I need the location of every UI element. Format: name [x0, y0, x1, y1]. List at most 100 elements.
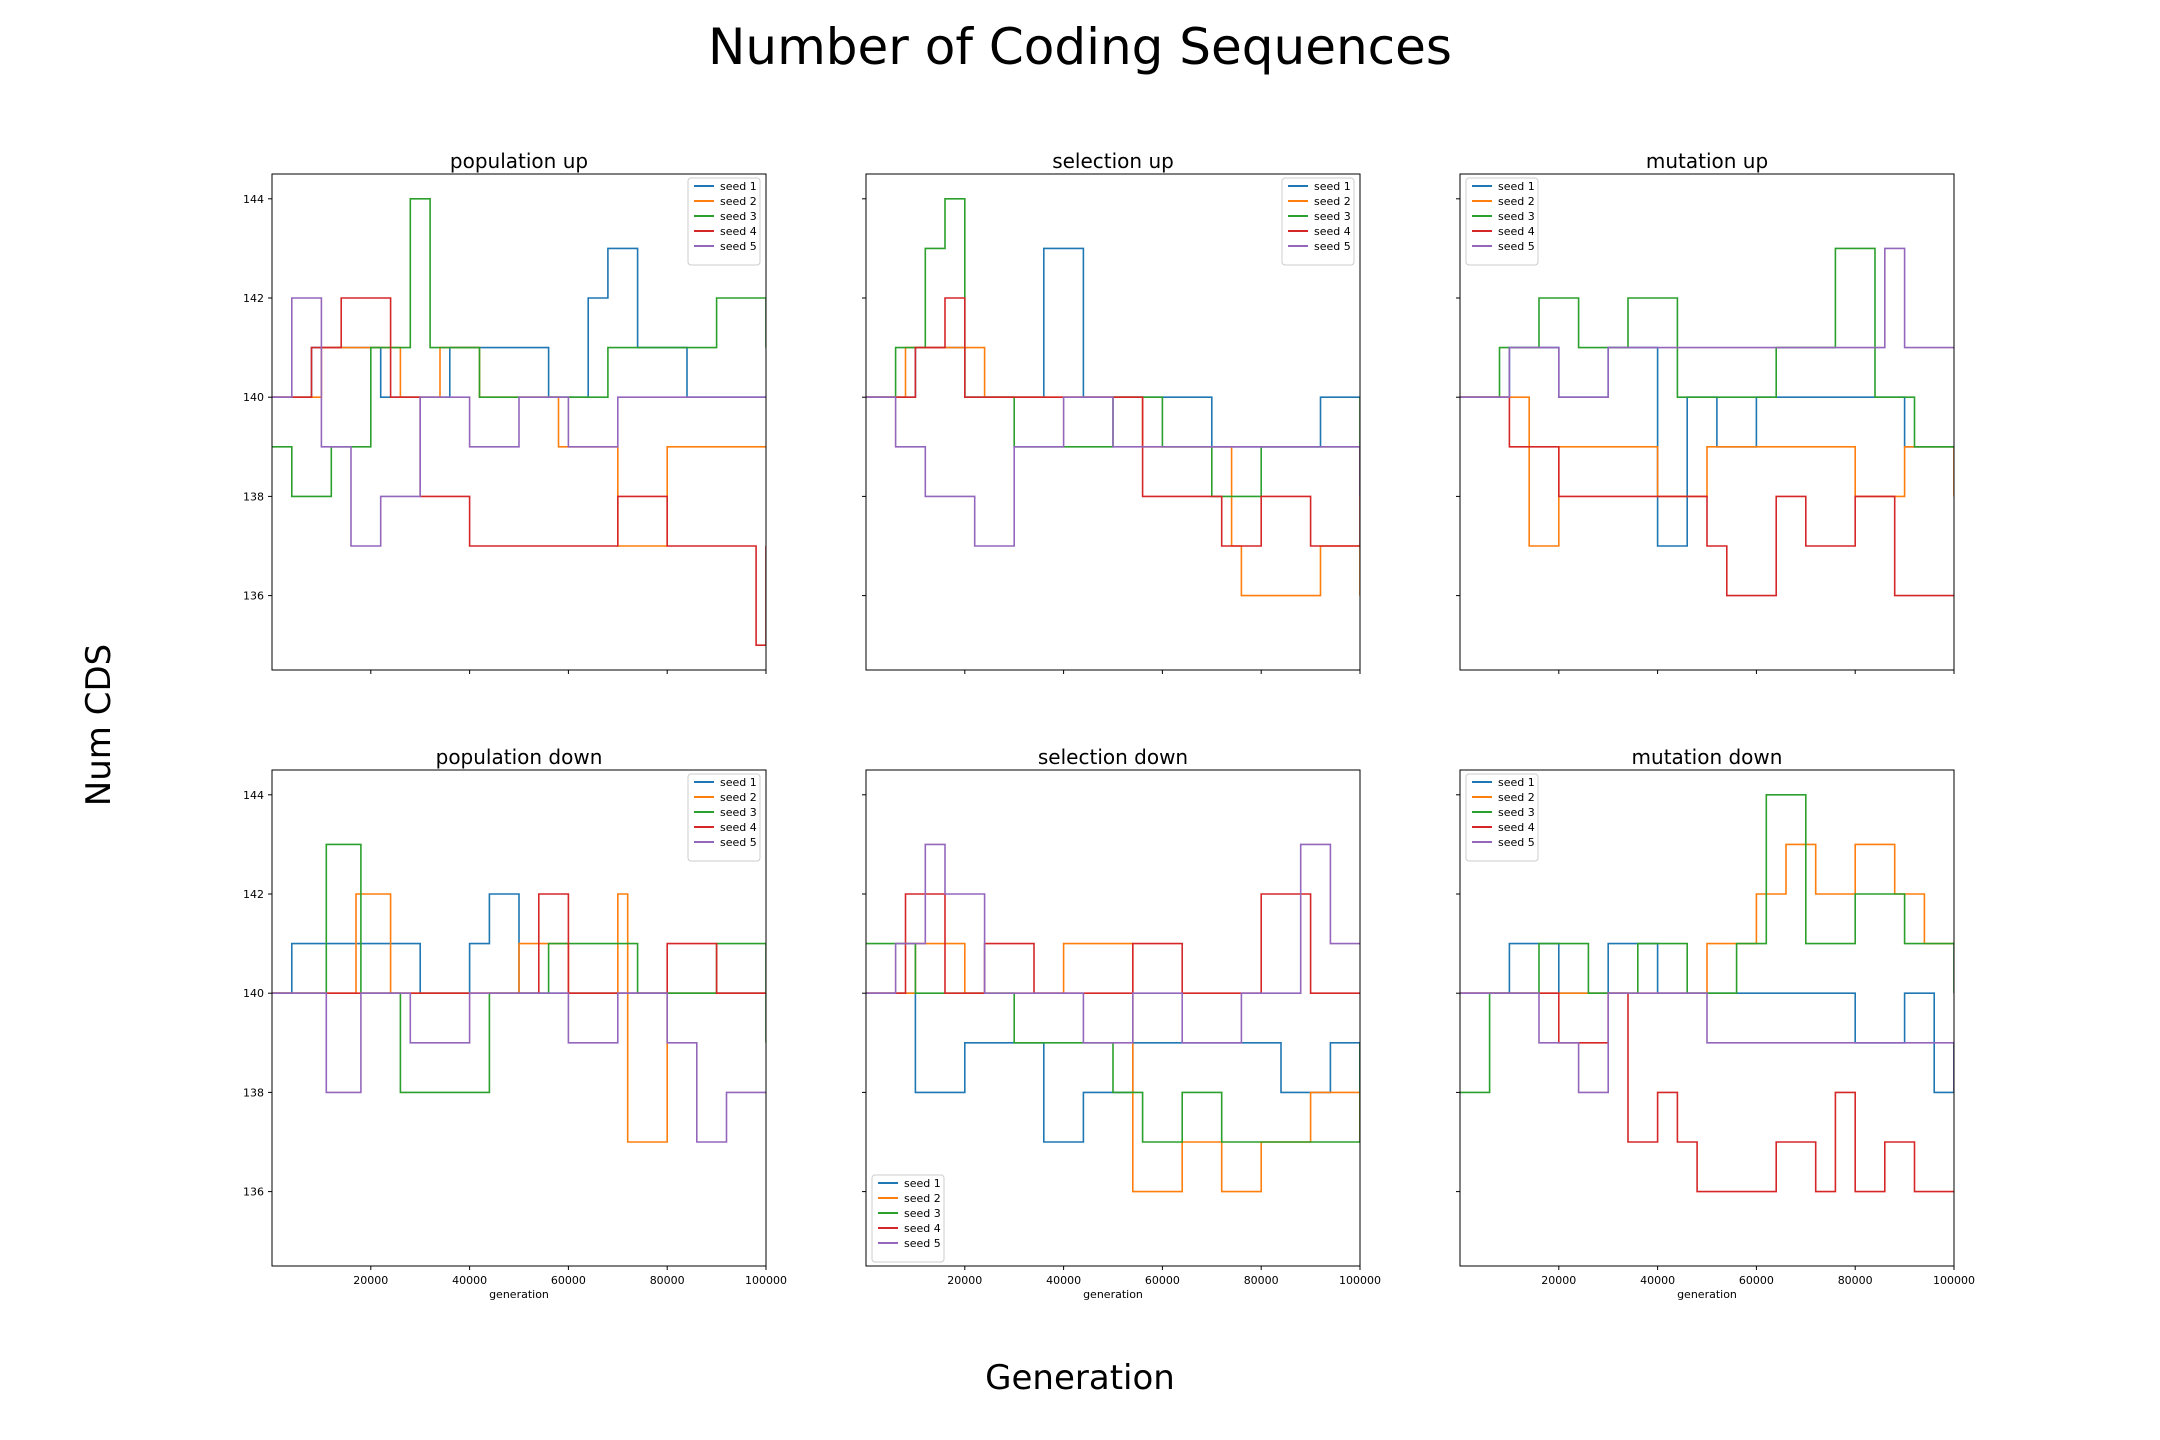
- series-line-seed-3: [1460, 794, 1954, 1094]
- legend-entry: seed 4: [720, 821, 757, 834]
- x-tick-label: 80000: [1244, 1274, 1279, 1287]
- legend-entry: seed 3: [1498, 806, 1535, 819]
- axes-frame: [1459, 769, 1955, 1267]
- legend-entry: seed 1: [1498, 776, 1535, 789]
- series-line-seed-4: [1460, 396, 1954, 597]
- legend-entry: seed 2: [720, 195, 757, 208]
- x-axis-label: generation: [1677, 1288, 1737, 1301]
- legend-entry: seed 2: [1498, 791, 1535, 804]
- x-tick-label: 40000: [1640, 1274, 1675, 1287]
- x-axis-label: generation: [489, 1288, 549, 1301]
- legend-entry: seed 4: [720, 225, 757, 238]
- x-tick-label: 100000: [1339, 1274, 1381, 1287]
- x-tick-label: 60000: [1739, 1274, 1774, 1287]
- legend-box: [1465, 177, 1539, 266]
- legend-entry: seed 3: [720, 210, 757, 223]
- series-line-seed-5: [272, 992, 766, 1143]
- series-line-seed-5: [1460, 992, 1954, 1094]
- series-line-seed-5: [866, 843, 1360, 1044]
- series-line-seed-2: [1460, 843, 1954, 994]
- subplot-title: selection down: [1038, 745, 1188, 769]
- y-tick-label: 142: [243, 292, 264, 305]
- legend-entry: seed 2: [1498, 195, 1535, 208]
- x-tick-label: 40000: [1046, 1274, 1081, 1287]
- legend-entry: seed 1: [720, 776, 757, 789]
- series-line-seed-5: [272, 297, 766, 547]
- legend-entry: seed 2: [904, 1192, 941, 1205]
- series-line-seed-3: [272, 198, 766, 498]
- legend-entry: seed 5: [1498, 836, 1535, 849]
- legend: seed 1 seed 2 seed 3 seed 4 seed 5: [687, 177, 761, 266]
- legend-entry: seed 4: [1498, 225, 1535, 238]
- x-tick-label: 20000: [947, 1274, 982, 1287]
- legend-entry: seed 1: [1314, 180, 1351, 193]
- legend-box: [871, 1174, 945, 1263]
- axes-frame: [271, 769, 767, 1267]
- y-tick-label: 138: [243, 1086, 264, 1099]
- legend-entry: seed 2: [1314, 195, 1351, 208]
- x-tick-label: 20000: [353, 1274, 388, 1287]
- legend-entry: seed 3: [904, 1207, 941, 1220]
- legend-entry: seed 5: [720, 240, 757, 253]
- subplot-population-up: 136 138 140 142 144 population up seed 1 seed 2…: [243, 149, 767, 674]
- axes-frame: [1459, 173, 1955, 671]
- subplot-population-down: 136 138 140 142 144 20000 40000 60000 80000 10000…: [243, 745, 787, 1301]
- legend-box: [687, 773, 761, 862]
- x-tick-label: 40000: [452, 1274, 487, 1287]
- x-axis-label: generation: [1083, 1288, 1143, 1301]
- plot-area: [1460, 247, 1954, 597]
- legend-entry: seed 3: [1314, 210, 1351, 223]
- x-tick-label: 100000: [745, 1274, 787, 1287]
- series-line-seed-4: [866, 893, 1360, 994]
- subplot-title: mutation down: [1632, 745, 1783, 769]
- legend-entry: seed 5: [904, 1237, 941, 1250]
- subplot-selection-down: 20000 40000 60000 80000 100000 generation sele…: [862, 745, 1381, 1301]
- legend-entry: seed 5: [1314, 240, 1351, 253]
- y-tick-label: 136: [243, 1186, 264, 1199]
- subplot-title: population up: [450, 149, 588, 173]
- legend-entry: seed 5: [720, 836, 757, 849]
- legend: seed 1 seed 2 seed 3 seed 4 seed 5: [871, 1174, 945, 1263]
- plot-area: [272, 843, 766, 1143]
- y-tick-label: 144: [243, 789, 264, 802]
- plot-area: [866, 198, 1360, 597]
- series-line-seed-5: [866, 396, 1360, 547]
- y-tick-label: 138: [243, 490, 264, 503]
- legend: seed 1 seed 2 seed 3 seed 4 seed 5: [687, 773, 761, 862]
- subplot-title: population down: [436, 745, 603, 769]
- series-line-seed-1: [272, 247, 766, 398]
- legend-entry: seed 2: [720, 791, 757, 804]
- legend-entry: seed 4: [904, 1222, 941, 1235]
- y-tick-label: 142: [243, 888, 264, 901]
- legend-entry: seed 5: [1498, 240, 1535, 253]
- series-line-seed-4: [272, 297, 766, 646]
- legend-box: [1281, 177, 1355, 266]
- plot-area: [1460, 794, 1954, 1193]
- legend-entry: seed 4: [1498, 821, 1535, 834]
- legend-entry: seed 1: [720, 180, 757, 193]
- axes-frame: [271, 173, 767, 671]
- legend: seed 1 seed 2 seed 3 seed 4 seed 5: [1465, 773, 1539, 862]
- x-tick-label: 20000: [1541, 1274, 1576, 1287]
- y-tick-label: 136: [243, 590, 264, 603]
- legend: seed 1 seed 2 seed 3 seed 4 seed 5: [1281, 177, 1355, 266]
- legend-entry: seed 3: [720, 806, 757, 819]
- figure-title: Number of Coding Sequences: [708, 18, 1452, 76]
- legend-box: [687, 177, 761, 266]
- x-tick-label: 60000: [551, 1274, 586, 1287]
- series-line-seed-5: [1460, 247, 1954, 398]
- axes-frame: [865, 769, 1361, 1267]
- figure-x-label: Generation: [985, 1358, 1175, 1398]
- y-tick-label: 140: [243, 987, 264, 1000]
- subplot-mutation-down: 20000 40000 60000 80000 100000 generation muta…: [1456, 745, 1975, 1301]
- x-tick-label: 80000: [650, 1274, 685, 1287]
- legend-entry: seed 1: [904, 1177, 941, 1190]
- legend-box: [1465, 773, 1539, 862]
- legend-entry: seed 4: [1314, 225, 1351, 238]
- y-tick-label: 140: [243, 391, 264, 404]
- x-tick-label: 100000: [1933, 1274, 1975, 1287]
- subplot-title: mutation up: [1646, 149, 1768, 173]
- series-line-seed-4: [866, 297, 1360, 547]
